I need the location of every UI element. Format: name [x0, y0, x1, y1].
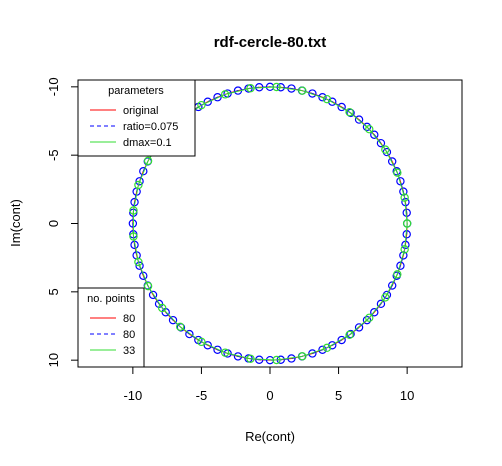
- series-dmax-point: [298, 352, 307, 361]
- x-tick-label: 0: [266, 388, 273, 403]
- x-axis-label: Re(cont): [245, 429, 295, 444]
- series-dmax-point: [322, 94, 332, 104]
- series-ratio-point: [203, 341, 212, 350]
- legend-points-entry: 33: [123, 345, 135, 357]
- x-tick-label: -5: [196, 388, 208, 403]
- series-dmax-point: [129, 206, 138, 215]
- series-dmax-point: [129, 232, 138, 241]
- series-dmax-point: [402, 219, 412, 228]
- series-layer: [128, 82, 412, 365]
- x-tick-label: 5: [335, 388, 342, 403]
- x-tick-label: -10: [123, 388, 142, 403]
- series-ratio-point: [168, 315, 178, 325]
- series-ratio-point: [337, 102, 346, 112]
- series-dmax-point: [381, 293, 390, 302]
- legend-points-box: [77, 287, 145, 368]
- series-ratio-point: [135, 177, 144, 186]
- series-dmax-point: [400, 245, 409, 254]
- series-ratio-point: [387, 157, 397, 166]
- series-ratio-point: [185, 329, 194, 339]
- series-dmax-point: [197, 100, 206, 110]
- legend-points-entry: 80: [123, 313, 135, 325]
- series-dmax-point: [298, 86, 307, 95]
- legend-parameters-entry: original: [123, 105, 158, 117]
- legend-points: no. points 80 80 33: [77, 287, 145, 368]
- y-tick-label: -10: [46, 77, 61, 96]
- series-ratio-point: [308, 349, 317, 358]
- series-dmax-point: [246, 354, 255, 363]
- series-dmax-point: [322, 343, 332, 353]
- series-ratio-point: [148, 290, 158, 300]
- series-ratio-point: [337, 335, 346, 345]
- y-tick-label: 5: [46, 288, 61, 295]
- series-ratio-point: [308, 89, 317, 98]
- series-dmax-line: [132, 86, 408, 361]
- series-ratio-point: [399, 251, 408, 260]
- series-ratio-point: [213, 93, 222, 102]
- series-dmax-point: [134, 257, 143, 267]
- series-ratio-point: [376, 299, 386, 309]
- series-dmax-point: [393, 168, 402, 177]
- series-ratio-point: [346, 329, 355, 339]
- series-dmax-point: [246, 84, 255, 93]
- legend-points-entry: 80: [123, 329, 135, 341]
- series-ratio-point: [376, 138, 386, 148]
- series-dmax-point: [345, 330, 354, 340]
- series-dmax-point: [197, 337, 206, 347]
- y-axis: -10 -5 0 5 10: [46, 77, 79, 367]
- series-ratio-point: [328, 341, 337, 350]
- series-ratio-point: [354, 323, 364, 332]
- series-dmax-point: [220, 90, 230, 99]
- x-axis: -10 -5 0 5 10: [123, 366, 414, 403]
- series-ratio-point: [387, 281, 397, 290]
- chart-title: rdf-cercle-80.txt: [214, 34, 327, 51]
- series-dmax-point: [272, 82, 281, 92]
- series-dmax-point: [345, 107, 354, 117]
- y-tick-label: 0: [46, 220, 61, 227]
- series-ratio-point: [370, 130, 379, 139]
- series-ratio-point: [328, 97, 337, 106]
- series-ratio-point: [370, 308, 379, 317]
- series-dmax-point: [381, 145, 390, 154]
- series-ratio-point: [139, 271, 148, 281]
- legend-parameters: parameters original ratio=0.075 dmax=0.1: [77, 79, 196, 157]
- legend-parameters-entry: dmax=0.1: [123, 137, 172, 149]
- x-tick-label: 10: [400, 388, 414, 403]
- series-dmax-point: [393, 270, 402, 279]
- series-ratio-point: [362, 315, 372, 325]
- series-ratio-point: [213, 345, 222, 354]
- series-dmax-point: [220, 348, 230, 357]
- series-dmax-point: [175, 322, 185, 331]
- series-ratio-point: [318, 93, 327, 102]
- series-ratio-point: [139, 166, 148, 176]
- legend-points-title: no. points: [87, 293, 135, 305]
- series-dmax-point: [365, 124, 374, 134]
- series-ratio-point: [128, 219, 138, 228]
- series-dmax-point: [272, 355, 281, 365]
- y-axis-label: Im(cont): [8, 199, 23, 247]
- series-dmax-point: [143, 156, 153, 166]
- legend-parameters-box: [77, 79, 196, 157]
- series-dmax-point: [134, 180, 143, 190]
- series-dmax-point: [365, 313, 374, 323]
- series-ratio-point: [362, 122, 372, 132]
- series-ratio-point: [346, 108, 355, 118]
- series-dmax-point: [157, 303, 167, 313]
- y-tick-label: -5: [46, 149, 61, 161]
- series-ratio-point: [318, 345, 327, 354]
- series-dmax-point: [400, 193, 409, 202]
- series-ratio-point: [354, 115, 364, 124]
- legend-parameters-title: parameters: [108, 85, 164, 97]
- series-ratio-point: [399, 187, 408, 196]
- series-ratio-point: [135, 261, 144, 270]
- series-ratio-point: [203, 97, 212, 106]
- legend-parameters-entry: ratio=0.075: [123, 121, 178, 133]
- y-tick-label: 10: [46, 353, 61, 367]
- series-dmax-point: [143, 281, 153, 291]
